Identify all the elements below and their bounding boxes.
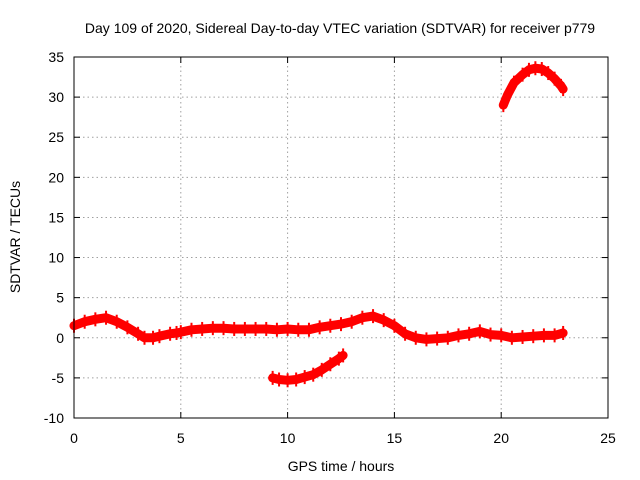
x-tick-label: 5 [177, 430, 185, 446]
y-tick-labels: -10 -5 0 5 10 15 20 25 30 35 [44, 49, 64, 426]
y-tick-label: -5 [52, 370, 65, 386]
x-tick-label: 10 [280, 430, 296, 446]
y-tick-label: 10 [48, 250, 64, 266]
series [69, 61, 568, 388]
y-tick-label: 15 [48, 209, 64, 225]
y-tick-label: 20 [48, 169, 64, 185]
x-tick-label: 25 [600, 430, 616, 446]
x-tick-labels: 0 5 10 15 20 25 [70, 430, 616, 446]
y-tick-label: 5 [56, 290, 64, 306]
x-tick-label: 20 [493, 430, 509, 446]
y-tick-label: 25 [48, 129, 64, 145]
y-tick-label: 0 [56, 330, 64, 346]
x-axis-label: GPS time / hours [288, 458, 395, 474]
plot-frame [73, 56, 609, 419]
x-tick-label: 0 [70, 430, 78, 446]
x-tick-label: 15 [387, 430, 403, 446]
grid [74, 57, 608, 418]
segment-low-line [268, 350, 348, 385]
y-tick-label: -10 [44, 410, 64, 426]
y-tick-label: 35 [48, 49, 64, 65]
y-axis-label: SDTVAR / TECUs [7, 181, 23, 293]
y-tick-label: 30 [48, 89, 64, 105]
chart-title: Day 109 of 2020, Sidereal Day-to-day VTE… [85, 20, 595, 36]
